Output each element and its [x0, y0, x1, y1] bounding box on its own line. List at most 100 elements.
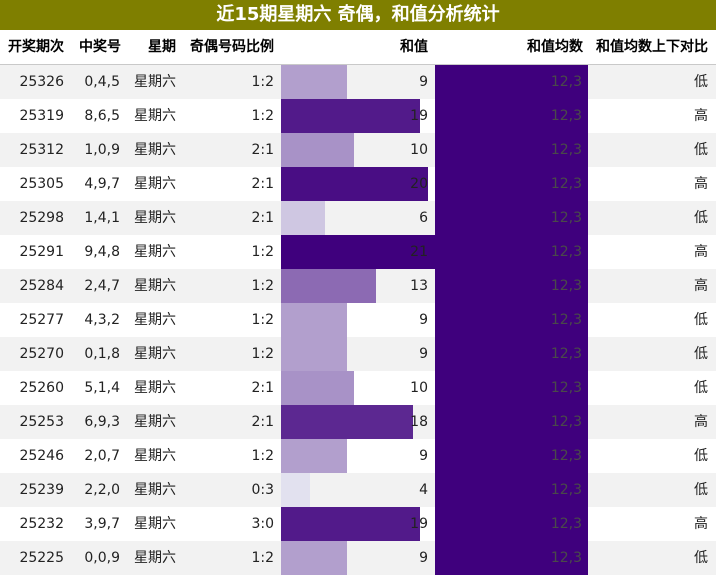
weekday-cell: 星期六: [134, 176, 176, 192]
ratio-cell: 2:1: [251, 380, 274, 396]
compare-cell: 高: [694, 244, 708, 260]
compare-cell: 高: [694, 414, 708, 430]
ratio-cell: 2:1: [251, 176, 274, 192]
avg-fill: [435, 99, 588, 133]
table-row: 25319 8,6,5 星期六 1:2 19 12,3 高: [0, 99, 716, 133]
weekday-cell: 星期六: [134, 278, 176, 294]
weekday-cell: 星期六: [134, 210, 176, 226]
issue-cell: 25284: [19, 278, 64, 294]
issue-cell: 25277: [19, 312, 64, 328]
table-header: 开奖期次 中奖号 星期 奇偶号码比例 和值 和值均数 和值均数上下对比: [0, 30, 716, 65]
numbers-cell: 1,4,1: [84, 210, 120, 226]
avg-fill: [435, 167, 588, 201]
avg-label: 12,3: [550, 482, 582, 498]
header-numbers: 中奖号: [79, 39, 121, 55]
numbers-cell: 8,6,5: [84, 108, 120, 124]
sum-label: 10: [410, 142, 428, 158]
table-row: 25291 9,4,8 星期六 1:2 21 12,3 高: [0, 235, 716, 269]
table-row: 25260 5,1,4 星期六 2:1 10 12,3 低: [0, 371, 716, 405]
header-sum: 和值: [400, 39, 428, 55]
compare-cell: 高: [694, 278, 708, 294]
numbers-cell: 5,1,4: [84, 380, 120, 396]
weekday-cell: 星期六: [134, 142, 176, 158]
avg-label: 12,3: [550, 108, 582, 124]
weekday-cell: 星期六: [134, 550, 176, 566]
issue-cell: 25246: [19, 448, 64, 464]
table-row: 25225 0,0,9 星期六 1:2 9 12,3 低: [0, 541, 716, 575]
ratio-cell: 2:1: [251, 142, 274, 158]
table-row: 25239 2,2,0 星期六 0:3 4 12,3 低: [0, 473, 716, 507]
sum-label: 21: [410, 244, 428, 260]
numbers-cell: 0,0,9: [84, 550, 120, 566]
issue-cell: 25232: [19, 516, 64, 532]
avg-fill: [435, 473, 588, 507]
weekday-cell: 星期六: [134, 482, 176, 498]
sum-bar: [281, 167, 428, 201]
table-row: 25253 6,9,3 星期六 2:1 18 12,3 高: [0, 405, 716, 439]
issue-cell: 25305: [19, 176, 64, 192]
compare-cell: 低: [694, 312, 708, 328]
header-weekday: 星期: [148, 39, 176, 55]
table-row: 25326 0,4,5 星期六 1:2 9 12,3 低: [0, 65, 716, 99]
header-avg: 和值均数: [527, 39, 583, 55]
ratio-cell: 1:2: [251, 312, 274, 328]
numbers-cell: 6,9,3: [84, 414, 120, 430]
avg-label: 12,3: [550, 414, 582, 430]
issue-cell: 25260: [19, 380, 64, 396]
weekday-cell: 星期六: [134, 346, 176, 362]
avg-fill: [435, 507, 588, 541]
numbers-cell: 2,4,7: [84, 278, 120, 294]
sum-bar: [281, 65, 347, 99]
avg-fill: [435, 269, 588, 303]
avg-label: 12,3: [550, 550, 582, 566]
ratio-cell: 1:2: [251, 74, 274, 90]
avg-fill: [435, 541, 588, 575]
avg-fill: [435, 65, 588, 99]
sum-label: 4: [419, 482, 428, 498]
issue-cell: 25253: [19, 414, 64, 430]
ratio-cell: 2:1: [251, 210, 274, 226]
numbers-cell: 4,9,7: [84, 176, 120, 192]
numbers-cell: 2,0,7: [84, 448, 120, 464]
avg-fill: [435, 337, 588, 371]
avg-label: 12,3: [550, 448, 582, 464]
table-row: 25284 2,4,7 星期六 1:2 13 12,3 高: [0, 269, 716, 303]
sum-label: 10: [410, 380, 428, 396]
avg-label: 12,3: [550, 312, 582, 328]
table-row: 25277 4,3,2 星期六 1:2 9 12,3 低: [0, 303, 716, 337]
avg-label: 12,3: [550, 380, 582, 396]
table-row: 25305 4,9,7 星期六 2:1 20 12,3 高: [0, 167, 716, 201]
sum-bar: [281, 439, 347, 473]
avg-label: 12,3: [550, 210, 582, 226]
numbers-cell: 0,4,5: [84, 74, 120, 90]
weekday-cell: 星期六: [134, 380, 176, 396]
avg-label: 12,3: [550, 74, 582, 90]
ratio-cell: 2:1: [251, 414, 274, 430]
issue-cell: 25326: [19, 74, 64, 90]
sum-label: 19: [410, 108, 428, 124]
avg-fill: [435, 371, 588, 405]
numbers-cell: 9,4,8: [84, 244, 120, 260]
sum-bar: [281, 303, 347, 337]
issue-cell: 25312: [19, 142, 64, 158]
ratio-cell: 1:2: [251, 448, 274, 464]
issue-cell: 25298: [19, 210, 64, 226]
compare-cell: 低: [694, 448, 708, 464]
weekday-cell: 星期六: [134, 74, 176, 90]
compare-cell: 低: [694, 210, 708, 226]
compare-cell: 低: [694, 482, 708, 498]
sum-bar: [281, 507, 420, 541]
avg-label: 12,3: [550, 516, 582, 532]
weekday-cell: 星期六: [134, 312, 176, 328]
ratio-cell: 1:2: [251, 346, 274, 362]
numbers-cell: 0,1,8: [84, 346, 120, 362]
sum-bar: [281, 337, 347, 371]
table-row: 25232 3,9,7 星期六 3:0 19 12,3 高: [0, 507, 716, 541]
weekday-cell: 星期六: [134, 448, 176, 464]
avg-label: 12,3: [550, 244, 582, 260]
compare-cell: 高: [694, 108, 708, 124]
sum-label: 9: [419, 448, 428, 464]
issue-cell: 25239: [19, 482, 64, 498]
weekday-cell: 星期六: [134, 108, 176, 124]
sum-label: 6: [419, 210, 428, 226]
